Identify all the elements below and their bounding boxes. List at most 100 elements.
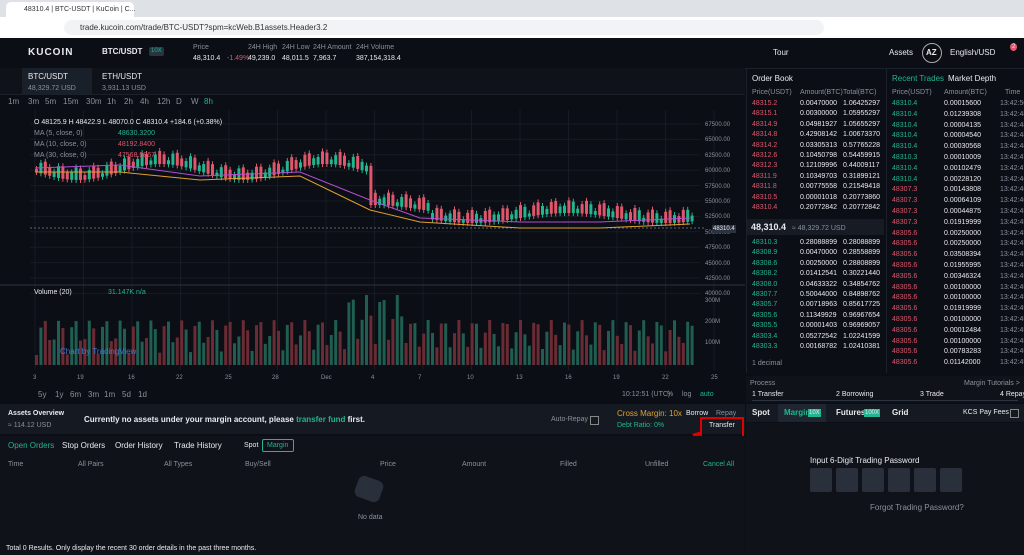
ask-cell: 48315.1 [752, 110, 778, 118]
trades-tab[interactable]: Market Depth [948, 74, 997, 83]
url[interactable]: trade.kucoin.com/trade/BTC-USDT?spm=kcWe… [80, 23, 328, 32]
password-box[interactable] [862, 468, 884, 492]
interval[interactable]: 30m [86, 97, 102, 106]
orders-tab[interactable]: Order History [115, 441, 163, 450]
trade-tab[interactable]: Futures [836, 408, 866, 417]
range-button[interactable]: 1d [138, 390, 147, 399]
assets-link[interactable]: Assets [889, 48, 914, 57]
borrow-button[interactable]: Borrow [686, 410, 709, 417]
transfer-fund-link[interactable]: transfer fund [296, 415, 346, 424]
volume-bar [567, 324, 571, 365]
avatar[interactable]: AZ [926, 48, 937, 57]
orders-column[interactable]: All Types [164, 461, 193, 468]
trade-cell: 13:42:45 [1000, 294, 1024, 302]
repay-button[interactable]: Repay [716, 410, 737, 417]
forgot-password[interactable]: Forgot Trading Password? [870, 503, 964, 512]
log-toggle[interactable]: log [682, 391, 692, 398]
trade-cell: 0.00100000 [944, 337, 981, 345]
volume-bar [109, 341, 113, 365]
trade-tab[interactable]: Spot [752, 408, 770, 417]
ask-cell: 48312.6 [752, 152, 778, 159]
ask-cell: 48314.2 [752, 141, 778, 149]
transfer-button[interactable]: Transfer [709, 422, 735, 429]
orders-footer: Total 0 Results. Only display the recent… [6, 545, 257, 552]
candle-body [285, 160, 289, 172]
candle-body [602, 203, 606, 216]
tutorials-link[interactable]: Margin Tutorials > [964, 380, 1020, 387]
ask-cell: 0.20773860 [843, 193, 880, 201]
range-button[interactable]: 6m [70, 390, 82, 399]
orders-tab[interactable]: Open Orders [8, 441, 55, 450]
password-box[interactable] [940, 468, 962, 492]
trade-cell: 48305.6 [892, 251, 918, 259]
address-field[interactable] [64, 20, 824, 35]
trade-tab[interactable]: Margin [784, 408, 811, 417]
trade-cell: 48305.6 [892, 272, 918, 280]
volume-bar [391, 319, 395, 365]
interval[interactable]: 4h [140, 97, 149, 106]
filter-spot[interactable]: Spot [244, 442, 259, 449]
interval[interactable]: D [176, 97, 182, 106]
auto-toggle[interactable]: auto [700, 391, 714, 398]
password-box[interactable] [836, 468, 858, 492]
volume-bar [35, 355, 38, 365]
interval[interactable]: 1h [107, 97, 116, 106]
candle-body [483, 211, 487, 223]
kcs-checkbox[interactable] [1010, 409, 1019, 418]
tour[interactable]: Tour [773, 48, 789, 57]
interval[interactable]: 3m [28, 97, 40, 106]
interval[interactable]: 1m [8, 97, 20, 106]
orders-column[interactable]: Buy/Sell [245, 461, 271, 468]
trades-tab[interactable]: Recent Trades [892, 74, 945, 83]
auto-repay-checkbox[interactable] [590, 416, 599, 425]
pair-selector[interactable]: BTC/USDT [102, 47, 143, 56]
volume-bar [457, 320, 461, 365]
logo[interactable]: KUCOIN [28, 47, 74, 58]
range-button[interactable]: 1y [55, 390, 64, 399]
interval[interactable]: W [191, 97, 199, 106]
filter-margin[interactable]: Margin [267, 442, 289, 449]
orders-tab[interactable]: Trade History [174, 441, 222, 450]
ask-cell: 0.42908142 [800, 131, 837, 139]
range-button[interactable]: 3m [88, 390, 100, 399]
avatar-circle[interactable] [922, 43, 942, 63]
range-button[interactable]: 1m [104, 390, 116, 399]
assets-title: Assets Overview [8, 410, 65, 417]
interval[interactable]: 5m [45, 97, 57, 106]
password-box[interactable] [888, 468, 910, 492]
language[interactable]: English/USD [950, 48, 996, 57]
margin-filter-bg[interactable] [262, 439, 294, 452]
leverage-badge: 10X [151, 48, 162, 54]
margin-tab-bg[interactable] [778, 404, 826, 422]
orders-tab[interactable]: Stop Orders [62, 441, 106, 450]
trade-form [746, 423, 1024, 555]
orders-column[interactable]: Cancel All [703, 461, 735, 468]
volume-bar [57, 320, 60, 365]
decimal-selector[interactable]: 1 decimal [752, 360, 782, 367]
ask-cell: 0.12109996 [800, 162, 837, 170]
ticker-pair[interactable]: ETH/USDT [102, 72, 142, 81]
password-box[interactable] [914, 468, 936, 492]
orders-column[interactable]: All Pairs [78, 461, 104, 468]
percent-toggle[interactable]: % [667, 391, 674, 398]
password-box[interactable] [810, 468, 832, 492]
active-ticker[interactable] [22, 68, 92, 94]
active-tab[interactable] [6, 2, 134, 17]
tab-title[interactable]: 48310.4 | BTC-USDT | KuCoin | C... [24, 6, 136, 13]
candle-body [259, 166, 263, 179]
trade-cell: 0.00044875 [944, 208, 981, 215]
interval[interactable]: 15m [63, 97, 79, 106]
range-button[interactable]: 5d [122, 390, 131, 399]
volume-bar [541, 348, 544, 365]
interval[interactable]: 12h [157, 97, 171, 106]
range-button[interactable]: 5y [38, 390, 47, 399]
candle-body [549, 201, 553, 214]
ticker-pair[interactable]: BTC/USDT [28, 72, 68, 81]
interval[interactable]: 8h [204, 97, 213, 106]
candle-body [444, 215, 448, 222]
watermark[interactable]: Chart by TradingView [60, 347, 137, 356]
volume-bar [215, 329, 219, 365]
bid-cell: 48303.3 [752, 343, 778, 350]
trade-tab[interactable]: Grid [892, 408, 909, 417]
interval[interactable]: 2h [124, 97, 133, 106]
